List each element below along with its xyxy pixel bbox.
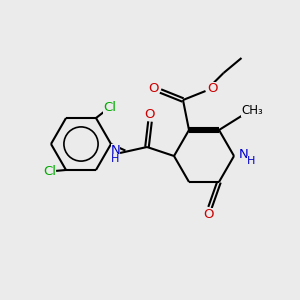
Text: O: O bbox=[149, 82, 159, 94]
Text: H: H bbox=[111, 154, 120, 164]
Text: Cl: Cl bbox=[103, 101, 116, 114]
Text: N: N bbox=[111, 144, 120, 157]
Text: H: H bbox=[247, 156, 255, 167]
Text: O: O bbox=[144, 107, 155, 121]
Text: Cl: Cl bbox=[43, 165, 56, 178]
Text: O: O bbox=[207, 82, 217, 94]
Text: CH₃: CH₃ bbox=[241, 104, 263, 117]
Text: N: N bbox=[239, 148, 248, 161]
Text: O: O bbox=[203, 208, 214, 221]
